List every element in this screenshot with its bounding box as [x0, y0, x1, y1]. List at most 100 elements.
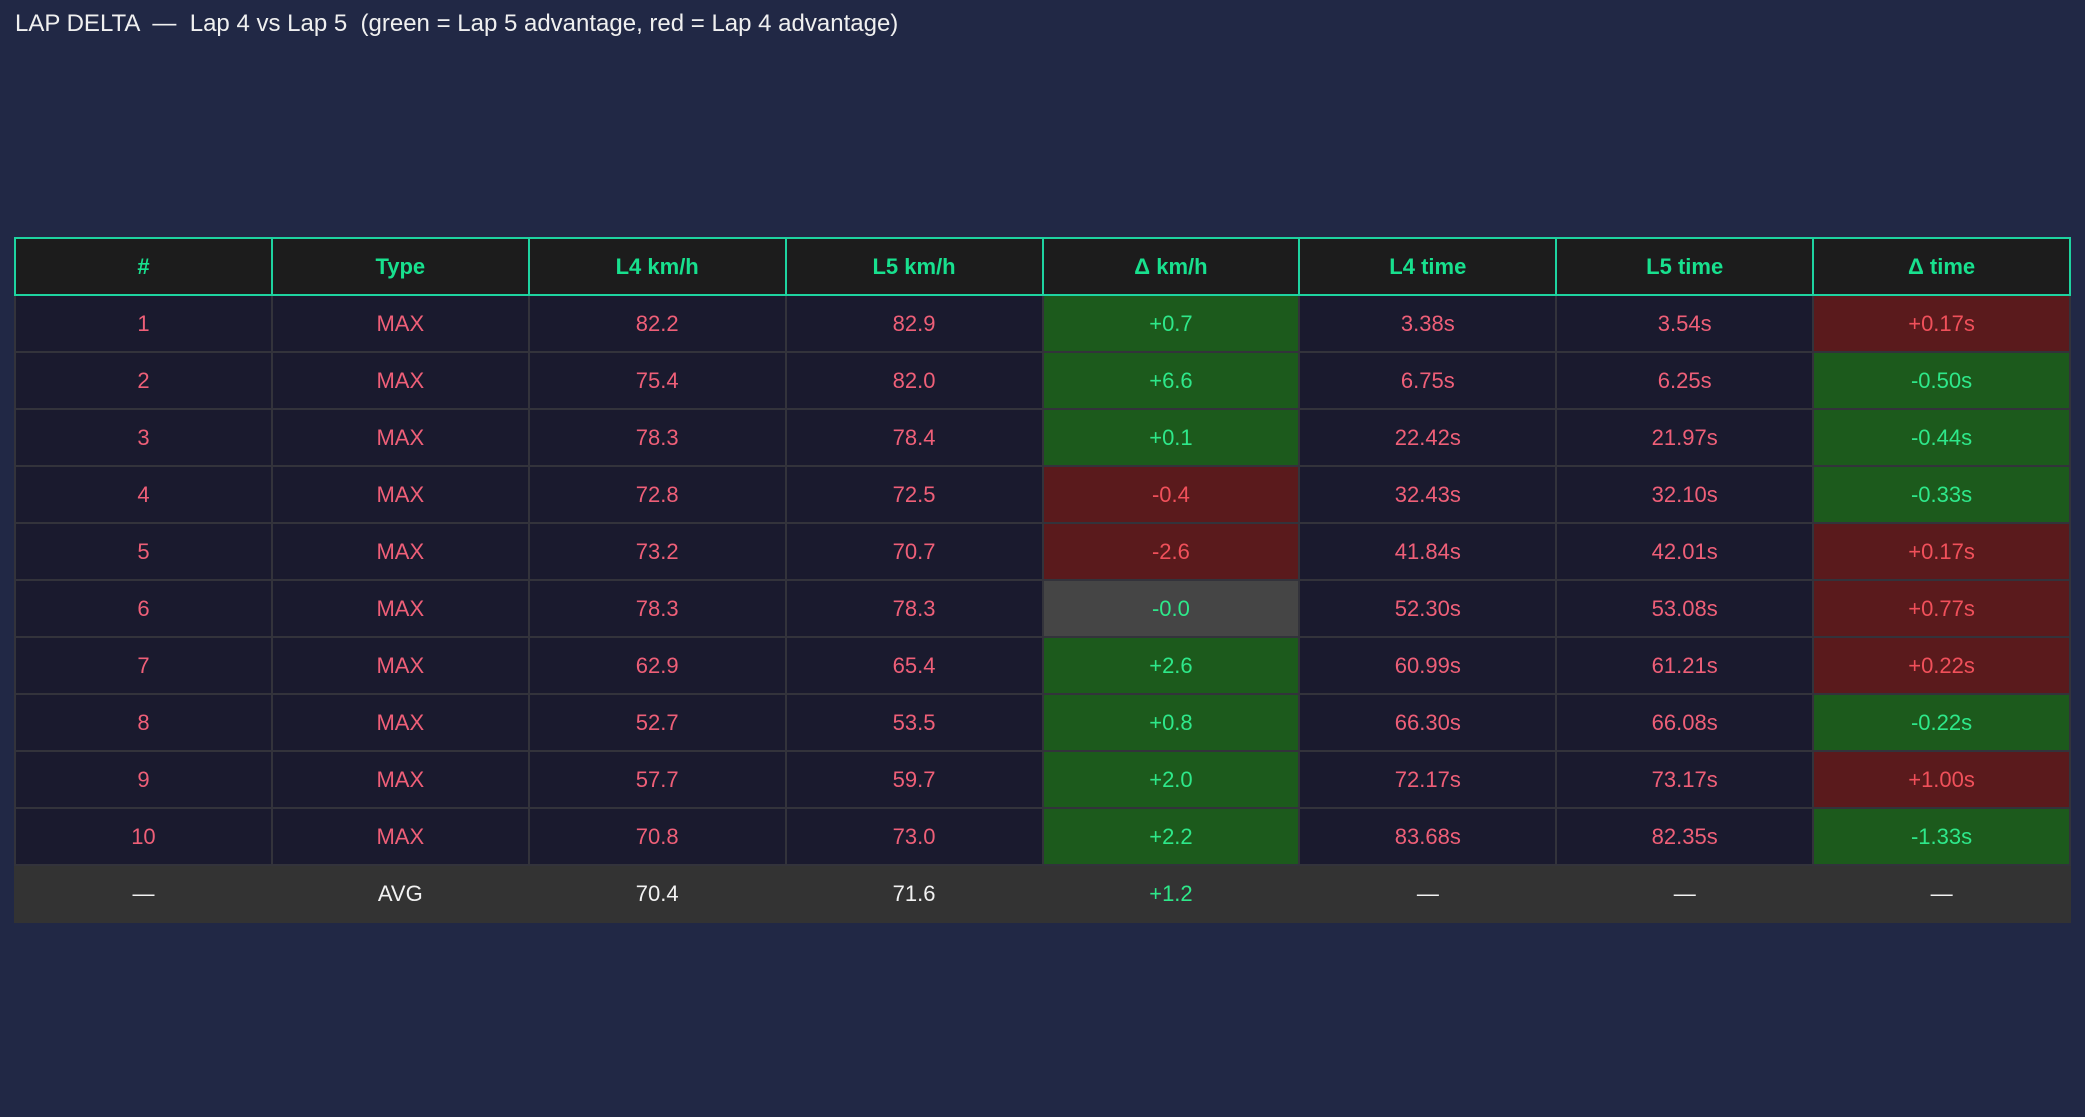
header-l5-time: L5 time [1555, 237, 1815, 296]
index-cell: 6 [14, 579, 273, 638]
l4-time-cell: 41.84s [1298, 522, 1558, 581]
table-body: 1 MAX 82.2 82.9 +0.7 3.38s 3.54s +0.17s 2 MAX 75.4… [14, 294, 2071, 923]
l4-speed-cell: 78.3 [527, 579, 787, 638]
delta-speed-cell: -0.0 [1041, 579, 1301, 638]
l4-speed-cell: 72.8 [527, 465, 787, 524]
l5-time-cell: 53.08s [1555, 579, 1815, 638]
l5-speed-cell: 82.0 [784, 351, 1044, 410]
delta-time-cell: -0.44s [1812, 408, 2071, 467]
type-cell: MAX [270, 579, 530, 638]
header-type: Type [270, 237, 530, 296]
delta-speed-cell: +0.8 [1041, 693, 1301, 752]
header-delta-speed: Δ km/h [1041, 237, 1301, 296]
lap-delta-table: # Type L4 km/h L5 km/h Δ km/h L4 time L5… [14, 237, 2071, 923]
l5-speed-cell: 78.4 [784, 408, 1044, 467]
summary-delta-time-cell: — [1812, 864, 2071, 923]
index-cell: 4 [14, 465, 273, 524]
type-cell: MAX [270, 294, 530, 353]
table-header-row: # Type L4 km/h L5 km/h Δ km/h L4 time L5… [14, 237, 2071, 296]
summary-l4-speed-cell: 70.4 [527, 864, 787, 923]
table-row: 8 MAX 52.7 53.5 +0.8 66.30s 66.08s -0.22s [14, 693, 2071, 752]
l4-time-cell: 32.43s [1298, 465, 1558, 524]
header-index: # [14, 237, 273, 296]
l4-speed-cell: 82.2 [527, 294, 787, 353]
l5-time-cell: 3.54s [1555, 294, 1815, 353]
page-title: LAP DELTA — Lap 4 vs Lap 5 (green = Lap … [15, 10, 899, 37]
type-cell: MAX [270, 636, 530, 695]
delta-time-cell: +1.00s [1812, 750, 2071, 809]
l4-time-cell: 6.75s [1298, 351, 1558, 410]
l4-time-cell: 22.42s [1298, 408, 1558, 467]
delta-speed-cell: +2.6 [1041, 636, 1301, 695]
l4-time-cell: 60.99s [1298, 636, 1558, 695]
l4-speed-cell: 70.8 [527, 807, 787, 866]
l5-speed-cell: 73.0 [784, 807, 1044, 866]
l5-time-cell: 61.21s [1555, 636, 1815, 695]
l4-speed-cell: 78.3 [527, 408, 787, 467]
l4-time-cell: 83.68s [1298, 807, 1558, 866]
summary-l5-time-cell: — [1555, 864, 1815, 923]
delta-time-cell: +0.22s [1812, 636, 2071, 695]
l4-time-cell: 66.30s [1298, 693, 1558, 752]
table-row: 9 MAX 57.7 59.7 +2.0 72.17s 73.17s +1.00s [14, 750, 2071, 809]
l5-time-cell: 6.25s [1555, 351, 1815, 410]
delta-speed-cell: +2.0 [1041, 750, 1301, 809]
table-row: 6 MAX 78.3 78.3 -0.0 52.30s 53.08s +0.77s [14, 579, 2071, 638]
table-row: 1 MAX 82.2 82.9 +0.7 3.38s 3.54s +0.17s [14, 294, 2071, 353]
l4-time-cell: 72.17s [1298, 750, 1558, 809]
l4-time-cell: 52.30s [1298, 579, 1558, 638]
index-cell: 7 [14, 636, 273, 695]
delta-speed-cell: -2.6 [1041, 522, 1301, 581]
l5-speed-cell: 78.3 [784, 579, 1044, 638]
index-cell: 2 [14, 351, 273, 410]
index-cell: 1 [14, 294, 273, 353]
l4-speed-cell: 75.4 [527, 351, 787, 410]
index-cell: 5 [14, 522, 273, 581]
delta-time-cell: -1.33s [1812, 807, 2071, 866]
header-l5-speed: L5 km/h [784, 237, 1044, 296]
delta-time-cell: +0.17s [1812, 294, 2071, 353]
header-l4-time: L4 time [1298, 237, 1558, 296]
delta-speed-cell: +0.7 [1041, 294, 1301, 353]
type-cell: MAX [270, 693, 530, 752]
delta-time-cell: -0.50s [1812, 351, 2071, 410]
summary-l5-speed-cell: 71.6 [784, 864, 1044, 923]
index-cell: 10 [14, 807, 273, 866]
l5-time-cell: 82.35s [1555, 807, 1815, 866]
l5-time-cell: 21.97s [1555, 408, 1815, 467]
l4-speed-cell: 57.7 [527, 750, 787, 809]
summary-row: — AVG 70.4 71.6 +1.2— — — [14, 864, 2071, 923]
l5-time-cell: 66.08s [1555, 693, 1815, 752]
delta-speed-cell: +2.2 [1041, 807, 1301, 866]
type-cell: MAX [270, 750, 530, 809]
l4-speed-cell: 73.2 [527, 522, 787, 581]
l4-speed-cell: 52.7 [527, 693, 787, 752]
l5-speed-cell: 65.4 [784, 636, 1044, 695]
table-row: 10 MAX 70.8 73.0 +2.2 83.68s 82.35s -1.33s [14, 807, 2071, 866]
delta-speed-cell: +0.1 [1041, 408, 1301, 467]
delta-time-cell: +0.77s [1812, 579, 2071, 638]
delta-time-cell: -0.22s [1812, 693, 2071, 752]
table-row: 2 MAX 75.4 82.0 +6.6 6.75s 6.25s -0.50s [14, 351, 2071, 410]
header-l4-speed: L4 km/h [527, 237, 787, 296]
table-row: 7 MAX 62.9 65.4 +2.6 60.99s 61.21s +0.22s [14, 636, 2071, 695]
summary-l4-time-cell: — [1298, 864, 1558, 923]
l5-speed-cell: 70.7 [784, 522, 1044, 581]
summary-index-cell: — [14, 864, 273, 923]
type-cell: MAX [270, 408, 530, 467]
summary-type-cell: AVG [270, 864, 530, 923]
type-cell: MAX [270, 351, 530, 410]
type-cell: MAX [270, 465, 530, 524]
l5-speed-cell: 82.9 [784, 294, 1044, 353]
table-row: 5 MAX 73.2 70.7 -2.6 41.84s 42.01s +0.17s [14, 522, 2071, 581]
l5-time-cell: 32.10s [1555, 465, 1815, 524]
table-row: 3 MAX 78.3 78.4 +0.1 22.42s 21.97s -0.44s [14, 408, 2071, 467]
l5-speed-cell: 53.5 [784, 693, 1044, 752]
delta-speed-cell: -0.4 [1041, 465, 1301, 524]
l5-speed-cell: 59.7 [784, 750, 1044, 809]
table-row: 4 MAX 72.8 72.5 -0.4 32.43s 32.10s -0.33s [14, 465, 2071, 524]
header-delta-time: Δ time [1812, 237, 2071, 296]
l4-speed-cell: 62.9 [527, 636, 787, 695]
index-cell: 8 [14, 693, 273, 752]
